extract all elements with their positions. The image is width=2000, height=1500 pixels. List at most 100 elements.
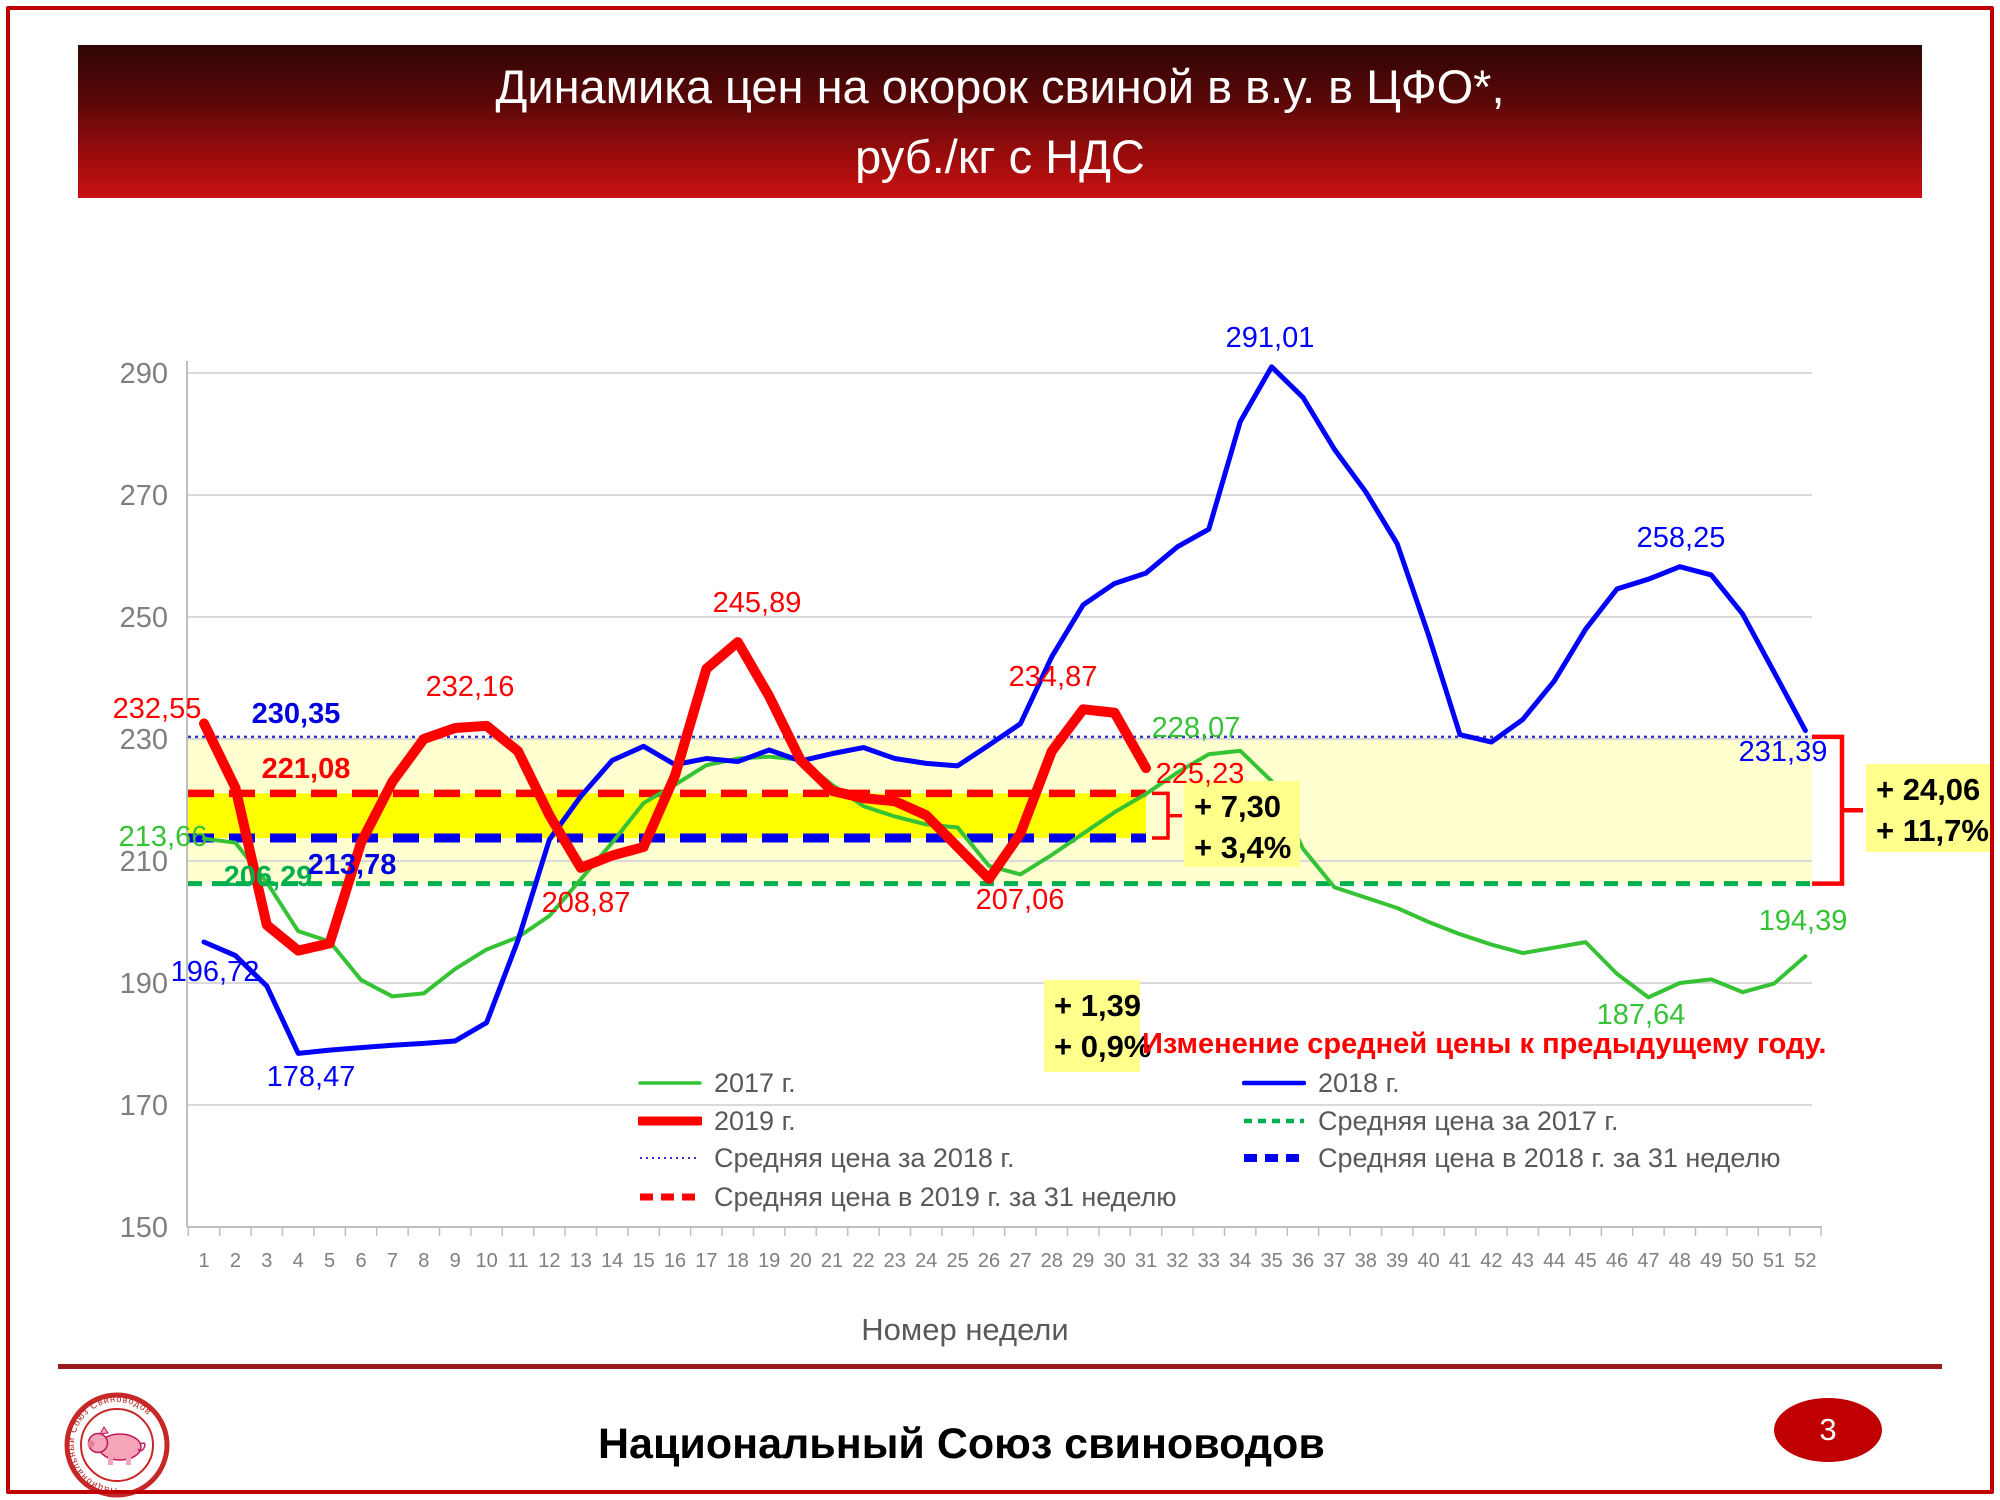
legend-swatch [638, 1116, 702, 1126]
gridlines: 150 170 190 210 230 250 270 290 [120, 358, 1812, 1244]
pig-logo-icon: Национальный Союз Свиноводов [64, 1392, 170, 1498]
point-label: 207,06 [976, 884, 1065, 916]
change-callout-text: + 0,9% [1054, 1029, 1151, 1064]
legend-item-4: 2018 г. [1242, 1066, 1400, 1100]
x-axis-label: 18 [727, 1250, 749, 1272]
x-axis-label: 3 [261, 1250, 272, 1272]
point-label: 206,29 [224, 861, 313, 893]
legend-swatch [1244, 1154, 1304, 1162]
legend-label: 2019 г. [714, 1105, 796, 1136]
legend-label: 2017 г. [714, 1067, 796, 1098]
x-axis-label: 40 [1417, 1250, 1439, 1272]
y-axis-label: 230 [120, 724, 168, 756]
x-axis-label: 32 [1166, 1250, 1188, 1272]
point-label: 194,39 [1759, 905, 1848, 937]
change-callouts: + 7,30 + 3,4% + 1,39 + 0,9% + 24,06 + 11,7% Из… [1044, 734, 1992, 1072]
x-axis-label: 36 [1292, 1250, 1314, 1272]
x-axis-label: 30 [1103, 1250, 1125, 1272]
x-axis-label: 52 [1794, 1250, 1816, 1272]
x-axis-label: 29 [1072, 1250, 1094, 1272]
note-change-vs-prev-year: Изменение средней цены к предыдущему год… [1142, 1028, 1826, 1060]
x-axis-label: 15 [632, 1250, 654, 1272]
legend-item-6: Средняя цена в 2018 г. за 31 неделю [1242, 1141, 1781, 1175]
x-axis-label: 50 [1731, 1250, 1753, 1272]
x-axis-label: 17 [695, 1250, 717, 1272]
legend-label: 2018 г. [1318, 1067, 1400, 1098]
title-bar: Динамика цен на окорок свиной в в.у. в Ц… [78, 45, 1922, 198]
x-axis-label: 5 [324, 1250, 335, 1272]
legend-label: Средняя цена в 2019 г. за 31 неделю [714, 1181, 1177, 1212]
x-axis-label: 14 [601, 1250, 623, 1272]
x-axis-label: 23 [884, 1250, 906, 1272]
x-axis-label: 49 [1700, 1250, 1722, 1272]
legend-item-2: Средняя цена за 2018 г. [638, 1141, 1014, 1175]
change-callout-box [1184, 781, 1300, 867]
y-axis-label: 270 [120, 480, 168, 512]
legend-item-5: Средняя цена за 2017 г. [1242, 1104, 1618, 1138]
highlight-bands [188, 736, 1812, 884]
page-number-badge: 3 [1774, 1398, 1882, 1462]
legend-swatch [638, 1081, 702, 1085]
slide-title-line-2: руб./кг с НДС [855, 129, 1145, 183]
x-axis-label: 4 [293, 1250, 304, 1272]
x-axis-label: 13 [570, 1250, 592, 1272]
x-axis-label: 28 [1041, 1250, 1063, 1272]
change-callout-text: + 11,7% [1876, 813, 1989, 848]
x-axis-label: 19 [758, 1250, 780, 1272]
x-axis-label: 16 [664, 1250, 686, 1272]
x-axis-label: 51 [1763, 1250, 1785, 1272]
series-lines [199, 364, 1808, 1056]
point-label: 208,87 [542, 887, 631, 919]
x-axis-label: 45 [1574, 1250, 1596, 1272]
series-line-2019 [199, 637, 1151, 956]
point-label: 178,47 [267, 1061, 356, 1093]
x-axis-label: 8 [418, 1250, 429, 1272]
point-label: 258,25 [1637, 522, 1726, 554]
x-axis-label: 1 [198, 1250, 209, 1272]
y-axis-label: 210 [120, 846, 168, 878]
point-label: 213,66 [119, 821, 208, 853]
point-label: 291,01 [1226, 322, 1315, 354]
point-label: 231,39 [1739, 736, 1828, 768]
point-label: 234,87 [1009, 661, 1098, 693]
x-axis-label: 38 [1355, 1250, 1377, 1272]
footer-divider [58, 1364, 1942, 1369]
x-axis-title: Номер недели [861, 1312, 1068, 1347]
x-axis-label: 33 [1198, 1250, 1220, 1272]
x-axis-label: 25 [946, 1250, 968, 1272]
nss-logo: Национальный Союз Свиноводов [64, 1392, 170, 1498]
point-label: 225,23 [1156, 758, 1245, 790]
legend-swatch [640, 1157, 700, 1159]
point-label: 213,78 [308, 849, 397, 881]
y-axis-label: 290 [120, 358, 168, 390]
x-axis-label: 12 [538, 1250, 560, 1272]
x-axis-label: 9 [450, 1250, 461, 1272]
series-line-2018 [201, 364, 1808, 1056]
change-callout-box [1044, 980, 1140, 1072]
point-label: 228,07 [1152, 712, 1241, 744]
x-axis-label: 48 [1669, 1250, 1691, 1272]
legend-label: Средняя цена за 2018 г. [714, 1142, 1015, 1173]
x-axis-label: 7 [387, 1250, 398, 1272]
change-callout-text: + 1,39 [1054, 988, 1141, 1023]
x-axis-label: 37 [1323, 1250, 1345, 1272]
point-label: 196,72 [171, 956, 260, 988]
x-axis-label: 21 [821, 1250, 843, 1272]
x-axis-label: 6 [355, 1250, 366, 1272]
x-axis-label: 34 [1229, 1250, 1251, 1272]
point-label: 245,89 [713, 587, 802, 619]
x-axis-label: 41 [1449, 1250, 1471, 1272]
x-axis-label: 46 [1606, 1250, 1628, 1272]
change-callout-box [1866, 764, 1992, 852]
legend-swatch [1242, 1080, 1306, 1086]
change-callout-text: + 3,4% [1194, 830, 1291, 865]
x-axis-label: 39 [1386, 1250, 1408, 1272]
legend-label: Средняя цена в 2018 г. за 31 неделю [1318, 1142, 1781, 1173]
y-axis-label: 150 [120, 1212, 168, 1244]
x-axis-label: 2 [230, 1250, 241, 1272]
axes: 1 2 3 4 5 6 7 8 9 10 11 12 13 14 15 16 17 18 19 20 21 22 23 24 2… [186, 361, 1822, 1347]
point-label: 232,55 [113, 693, 202, 725]
x-axis-label: 10 [475, 1250, 497, 1272]
